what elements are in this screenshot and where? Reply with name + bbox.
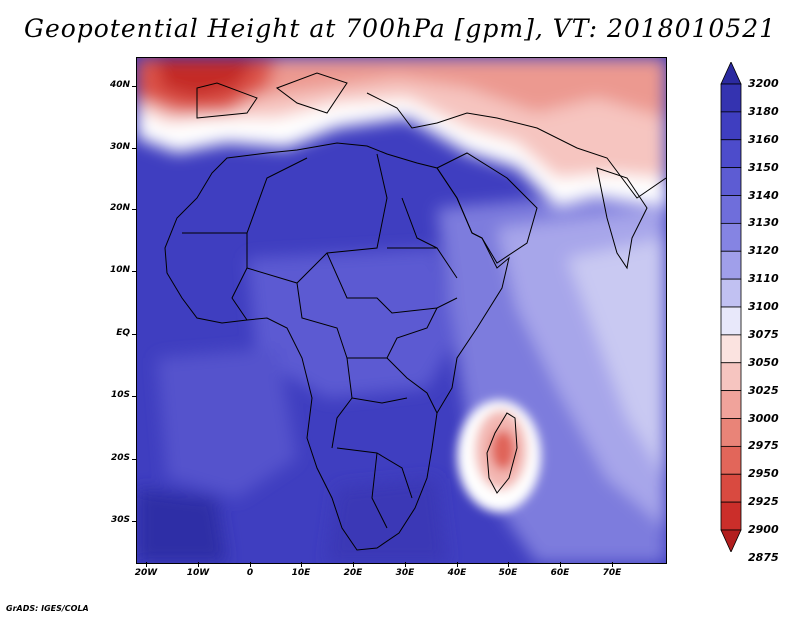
lat-label: 20N: [109, 203, 130, 213]
colorbar-level-label: 3025: [748, 383, 779, 397]
colorbar-segment: [720, 334, 742, 364]
colorbar-segment: [720, 195, 742, 224]
colorbar-segment: [720, 306, 742, 336]
lat-label: 10S: [110, 390, 130, 400]
colorbar-segment: [720, 473, 742, 503]
lon-label: 10W: [186, 568, 210, 578]
colorbar-level-label: 3100: [748, 300, 779, 313]
lon-label: 60E: [550, 568, 570, 578]
colorbar-segment: [720, 278, 742, 308]
colorbar-level-label: 2975: [748, 439, 779, 453]
colorbar-graphic: [720, 62, 742, 552]
lon-label: 70E: [602, 568, 622, 578]
lon-label: 50E: [498, 568, 518, 578]
lat-label: 30S: [110, 515, 130, 525]
colorbar-segment: [720, 390, 742, 419]
colorbar-level-label: 2900: [748, 523, 779, 536]
colorbar-level-label: 3110: [748, 272, 779, 286]
colorbar-segment: [720, 139, 742, 169]
colorbar-level-label: 3130: [748, 216, 779, 230]
colorbar-level-label: 3050: [748, 355, 779, 369]
lat-label: 40N: [109, 80, 130, 90]
colorbar-segment: [720, 222, 742, 252]
chart-title: Geopotential Height at 700hPa [gpm], VT:…: [23, 14, 777, 43]
lon-label: 30E: [395, 568, 415, 578]
colorbar-level-label: 3000: [748, 411, 779, 425]
coastlines: [164, 72, 666, 551]
colorbar-level-label: 2875: [748, 550, 779, 564]
colorbar-level-label: 3180: [748, 104, 779, 118]
lon-label: 20E: [343, 568, 363, 578]
colorbar-segment: [720, 445, 742, 475]
map-plot-area: [136, 57, 667, 564]
colorbar-segment: [720, 501, 742, 531]
colorbar-segment: [720, 250, 742, 280]
colorbar-level-label: 3160: [748, 132, 779, 146]
lon-label: 10E: [291, 568, 311, 578]
lon-label: 40E: [447, 568, 467, 578]
lon-label: 0: [246, 568, 254, 578]
colorbar-level-label: 3200: [748, 77, 779, 90]
colorbar-level-label: 2950: [748, 467, 779, 481]
colorbar-level-label: 3075: [748, 327, 779, 341]
colorbar-segment: [720, 167, 742, 196]
lat-label: 30N: [109, 142, 130, 152]
colorbar-level-label: 2925: [748, 495, 779, 509]
colorbar-level-label: 3150: [748, 160, 779, 174]
colorbar: [720, 62, 742, 552]
colorbar-level-label: 3140: [748, 188, 779, 202]
colorbar-level-label: 3120: [748, 244, 779, 258]
colorbar-segment: [720, 83, 742, 113]
colorbar-segment: [720, 362, 742, 392]
lat-label: EQ: [116, 328, 130, 338]
colorbar-segment: [720, 111, 742, 141]
colorbar-segment: [720, 418, 742, 447]
colorbar-bottom-arrow: [720, 529, 742, 552]
lat-label: 10N: [109, 265, 130, 275]
colorbar-top-arrow: [720, 62, 742, 85]
lat-label: 20S: [110, 453, 130, 463]
lon-label: 20W: [134, 568, 158, 578]
credit-text: GrADS: IGES/COLA: [6, 604, 89, 613]
geopotential-field: [137, 58, 666, 563]
